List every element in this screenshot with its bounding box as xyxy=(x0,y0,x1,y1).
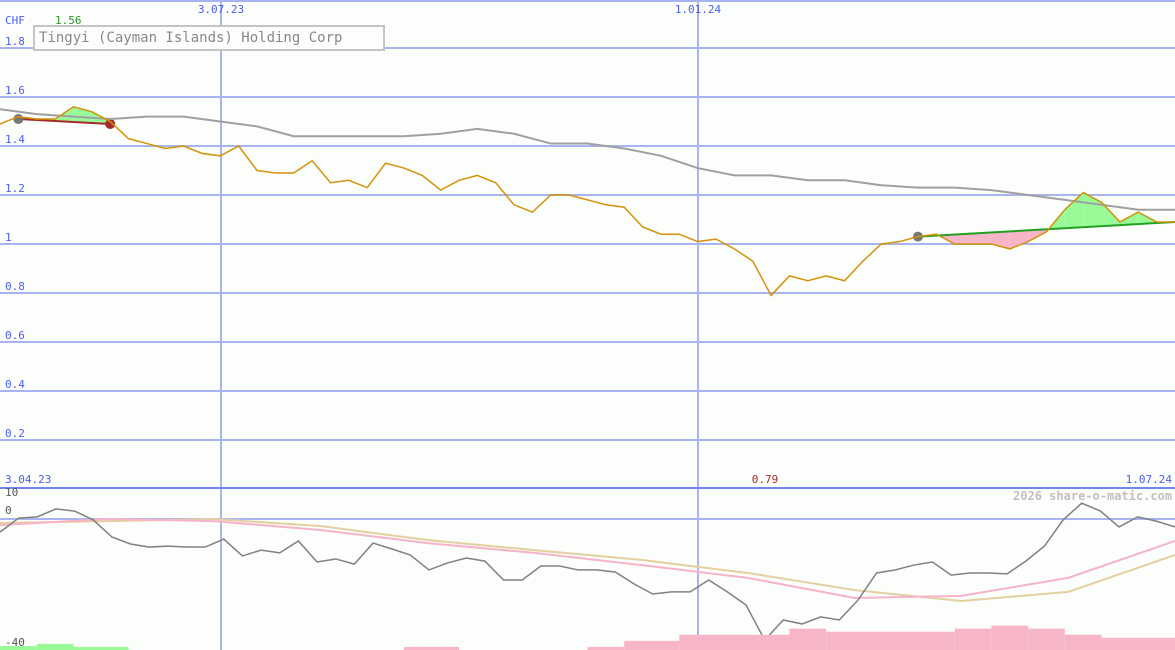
histogram-bar xyxy=(403,646,459,650)
axis-labels: 1.8 1.6 1.4 1.2 1 0.8 0.6 0.4 0.2 3.07.23 1.01.24 3… xyxy=(5,3,1172,649)
trend-line xyxy=(18,118,111,125)
trend-fill-segment xyxy=(1009,230,1029,249)
histogram-bar xyxy=(587,646,625,650)
histogram-bar xyxy=(991,625,1029,650)
xtick-label: 1.01.24 xyxy=(675,3,722,16)
oscillator-line xyxy=(0,502,1175,642)
osc-ytick-label: 10 xyxy=(5,486,18,499)
chart-title: Tingyi (Cayman Islands) Holding Corp xyxy=(33,25,385,51)
watermark: 2026 share-o-matic.com xyxy=(1013,489,1172,503)
ytick-label: 0.4 xyxy=(5,378,25,391)
histogram-bar xyxy=(0,646,37,650)
histogram-bar xyxy=(1064,634,1102,650)
trend-fill-segment xyxy=(1064,192,1084,229)
histogram-bar xyxy=(1101,637,1175,650)
xtick-label: 3.07.23 xyxy=(198,3,244,16)
oscillator-ma1-line xyxy=(0,517,1175,599)
ytick-label: 0.2 xyxy=(5,427,25,440)
histogram-bar xyxy=(1028,628,1065,650)
histogram-bar xyxy=(624,640,680,650)
ytick-label: 1.2 xyxy=(5,182,25,195)
histogram-bar xyxy=(36,643,74,650)
trend-fill-segment xyxy=(954,233,974,244)
ytick-label: 1.8 xyxy=(5,35,25,48)
histogram-bar xyxy=(73,646,129,650)
trend-fill-segment xyxy=(1083,192,1102,228)
benchmark-line xyxy=(0,108,1175,211)
trend-fills xyxy=(18,106,1175,249)
ytick-label: 0.6 xyxy=(5,329,25,342)
histogram-bar xyxy=(789,628,827,650)
low-label: 0.79 xyxy=(752,473,779,486)
high-label: 1.56 xyxy=(55,14,82,27)
series-lines xyxy=(0,105,1175,642)
histogram-bar xyxy=(679,634,790,650)
ytick-label: 1 xyxy=(5,231,12,244)
osc-ytick-label: 0 xyxy=(5,504,12,517)
oscillator-ma2-line xyxy=(0,517,1175,603)
ytick-label: 0.8 xyxy=(5,280,25,293)
trend-end-dot xyxy=(105,118,116,129)
trend-start-dot xyxy=(13,114,24,125)
osc-ytick-label: -40 xyxy=(5,636,25,649)
histogram-bar xyxy=(826,631,955,650)
ytick-label: 1.6 xyxy=(5,84,25,97)
price-line xyxy=(0,105,1175,297)
xtick-label: 3.04.23 xyxy=(5,473,51,486)
trend-fill-segment xyxy=(973,232,992,244)
currency-label: CHF xyxy=(5,14,25,27)
ytick-label: 1.4 xyxy=(5,133,25,146)
trend-line xyxy=(917,220,1175,238)
histogram xyxy=(0,625,1175,650)
xtick-label: 1.07.24 xyxy=(1126,473,1173,486)
histogram-bar xyxy=(954,628,992,650)
